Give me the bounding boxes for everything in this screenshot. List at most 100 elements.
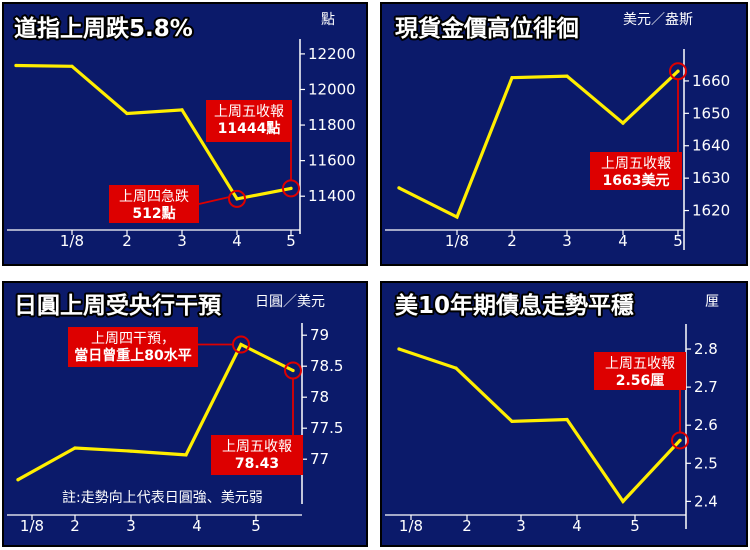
data-point (235, 197, 239, 201)
series-line (14, 63, 293, 201)
y-tick-label: 1640 (692, 137, 730, 155)
x-tick-label: 5 (673, 232, 683, 250)
x-tick-label: 1/8 (445, 232, 469, 250)
x-tick-label: 3 (516, 517, 526, 535)
data-point (70, 64, 74, 68)
y-tick-label: 2.6 (694, 416, 718, 434)
callout-leader (198, 196, 231, 205)
chart-panel-3: 日圓上周受央行干預 日圓／美元 77 77.5 78 78.5 79 1/8 2 3 4 5 註:走勢向… (2, 281, 368, 547)
y-tick-label: 1620 (692, 202, 730, 220)
x-tick-label: 3 (177, 232, 187, 250)
data-point (125, 111, 129, 116)
data-point (565, 417, 569, 422)
y-tick-label: 12200 (308, 45, 356, 63)
chart-title: 美10年期債息走勢平穩 (395, 292, 634, 319)
callout-box (68, 327, 198, 367)
data-point (129, 449, 133, 453)
callout-text: 1663美元 (603, 172, 670, 189)
data-point (397, 186, 401, 190)
callout-box (206, 100, 292, 142)
data-point (510, 76, 514, 80)
y-tick-label: 77 (310, 450, 329, 468)
callout-box (594, 352, 686, 390)
series-line (397, 69, 680, 220)
unit-label: 日圓／美元 (255, 294, 325, 310)
callout-text: 11444點 (218, 120, 281, 137)
data-point (14, 63, 18, 68)
data-point (676, 69, 680, 73)
callout-box (109, 185, 199, 223)
x-tick-label: 4 (618, 232, 628, 250)
x-tick-label: 3 (126, 517, 136, 535)
y-tick-label: 11800 (308, 116, 356, 134)
callout-box (211, 435, 303, 475)
x-tick-label: 1/8 (60, 232, 84, 250)
x-tick-label: 5 (630, 517, 640, 535)
callout-text: 上周五收報 (222, 439, 292, 455)
data-point (621, 121, 625, 125)
panel-background (380, 2, 748, 266)
callout-text: 2.56厘 (616, 373, 665, 389)
data-point (510, 419, 514, 423)
data-point (397, 347, 401, 351)
x-tick-label: 1/8 (399, 517, 423, 535)
unit-label: 美元／盎斯 (623, 12, 693, 28)
callout-text: 上周五收報 (214, 104, 284, 120)
series-line (16, 342, 295, 482)
x-tick-label: 4 (232, 232, 242, 250)
x-tick-label: 2 (462, 517, 472, 535)
x-tick-label: 1/8 (20, 517, 44, 535)
highlight-circle (228, 189, 246, 208)
y-tick-label: 12000 (308, 80, 356, 98)
data-point (184, 453, 188, 457)
data-point (289, 186, 293, 190)
chart-title: 道指上周跌5.8% (14, 15, 193, 42)
y-tick-label: 1660 (692, 72, 730, 90)
chart-title: 現貨金價高位徘徊 (395, 15, 579, 42)
callout-box (590, 152, 682, 190)
data-point (291, 368, 295, 373)
callout-text: 當日曾重上80水平 (74, 347, 191, 364)
x-tick-label: 2 (507, 232, 517, 250)
data-point (565, 74, 569, 78)
x-tick-label: 5 (286, 232, 296, 250)
y-tick-label: 2.5 (694, 454, 718, 472)
callout-text: 上周五收報 (601, 156, 671, 172)
callout-text: 78.43 (235, 456, 279, 472)
chart-panel-2: 現貨金價高位徘徊 美元／盎斯 1620 1630 1640 1650 1660 1/8 2 3 4 5… (380, 2, 748, 266)
data-point (621, 499, 625, 503)
x-tick-label: 4 (572, 517, 582, 535)
y-tick-label: 78 (310, 388, 329, 406)
chart-note: 註:走勢向上代表日圓強、美元弱 (62, 490, 263, 506)
chart-title: 日圓上周受央行干預 (14, 292, 222, 319)
data-point (678, 438, 682, 442)
y-tick-label: 2.7 (694, 378, 718, 396)
y-tick-label: 2.8 (694, 340, 718, 358)
panel-background (2, 281, 368, 547)
x-tick-label: 5 (251, 517, 261, 535)
data-point (16, 478, 20, 482)
callout-text: 上周四急跌 (119, 189, 189, 205)
chart-panel-1: 道指上周跌5.8% 點 11400 11600 11800 12000 12200 1/8 2 3… (2, 2, 368, 266)
unit-label: 點 (321, 12, 335, 28)
y-tick-label: 1650 (692, 104, 730, 122)
callout-text: 上周四干預， (91, 331, 175, 347)
y-tick-label: 2.4 (694, 492, 718, 510)
callout-text: 512點 (132, 205, 175, 222)
y-tick-label: 79 (310, 326, 329, 344)
x-tick-label: 2 (122, 232, 132, 250)
unit-label: 厘 (705, 294, 719, 310)
y-tick-label: 78.5 (310, 357, 343, 375)
data-point (454, 366, 458, 370)
y-tick-label: 11600 (308, 152, 356, 170)
series-line (397, 347, 682, 504)
data-point (180, 108, 184, 112)
data-point (455, 215, 459, 219)
x-tick-label: 3 (562, 232, 572, 250)
y-tick-label: 11400 (308, 187, 356, 205)
x-tick-label: 4 (192, 517, 202, 535)
data-point (239, 342, 243, 347)
y-tick-label: 1630 (692, 169, 730, 187)
callout-text: 上周五收報 (605, 356, 675, 372)
